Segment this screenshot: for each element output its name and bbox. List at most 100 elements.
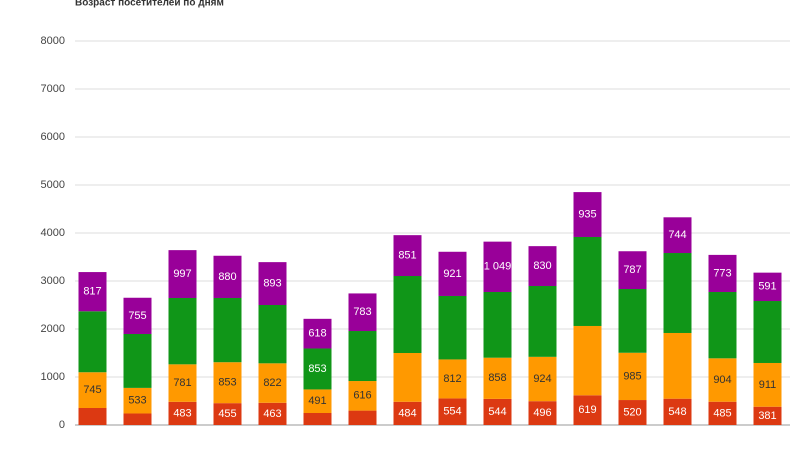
bar-segment xyxy=(393,401,422,425)
bar-segment xyxy=(393,235,422,277)
bar-segment xyxy=(78,372,107,409)
data-label: 548 xyxy=(668,406,686,418)
bar-segment xyxy=(303,318,332,349)
bar-segment xyxy=(528,246,557,286)
data-label: 893 xyxy=(263,277,281,289)
bar-segment xyxy=(78,272,107,312)
bar-segment xyxy=(393,276,422,353)
bar-segment xyxy=(618,352,647,401)
bar-segment xyxy=(618,289,647,353)
data-label: 619 xyxy=(578,404,596,416)
bar-segment xyxy=(663,217,692,254)
bar-segment xyxy=(618,400,647,425)
bar-segment xyxy=(483,357,512,399)
data-label: 591 xyxy=(758,281,776,293)
bar-segment xyxy=(168,401,197,425)
y-tick-label: 3000 xyxy=(41,275,65,287)
data-label: 455 xyxy=(218,408,236,420)
chart-title: Возраст посетителей по дням xyxy=(75,0,224,9)
data-label: 787 xyxy=(623,264,641,276)
bar-segment xyxy=(168,297,197,365)
bar-segment xyxy=(168,250,197,298)
data-label: 485 xyxy=(713,407,731,419)
bar-segment xyxy=(573,395,602,425)
bar-segment xyxy=(753,272,782,302)
bar-segment xyxy=(123,413,152,425)
bar-segment xyxy=(483,398,512,425)
bar-segment xyxy=(483,241,512,292)
data-label: 880 xyxy=(218,271,236,283)
bar-segment xyxy=(258,305,287,364)
bar-segment xyxy=(348,381,377,411)
bar-segment xyxy=(258,363,287,403)
data-label: 853 xyxy=(308,363,326,375)
data-label: 853 xyxy=(218,377,236,389)
bar-segment xyxy=(438,398,467,425)
data-label: 921 xyxy=(443,268,461,280)
bar-segment xyxy=(438,359,467,399)
data-label: 997 xyxy=(173,268,191,280)
bar-segment xyxy=(528,356,557,402)
bar-segment xyxy=(123,297,152,334)
y-tick-label: 4000 xyxy=(41,227,65,239)
data-label: 554 xyxy=(443,406,461,418)
bar-segment xyxy=(573,236,602,326)
bar-segment xyxy=(573,192,602,237)
bar-segment xyxy=(393,353,422,402)
data-label: 491 xyxy=(308,395,326,407)
bar-segment xyxy=(708,358,737,402)
y-tick-label: 6000 xyxy=(41,131,65,143)
y-tick-label: 0 xyxy=(59,419,65,431)
data-label: 483 xyxy=(173,407,191,419)
bar-segment xyxy=(213,297,242,363)
bar-segment xyxy=(753,362,782,407)
data-label: 745 xyxy=(83,384,101,396)
data-label: 463 xyxy=(263,408,281,420)
bar-segment xyxy=(303,348,332,390)
data-label: 781 xyxy=(173,377,191,389)
data-label: 773 xyxy=(713,267,731,279)
bar-segment xyxy=(213,255,242,298)
bar-segment xyxy=(303,413,332,425)
bar-segment xyxy=(168,364,197,402)
data-label: 783 xyxy=(353,306,371,318)
bar-segment xyxy=(348,293,377,332)
bar-segment xyxy=(528,285,557,357)
bar-segment xyxy=(573,325,602,396)
y-tick-label: 7000 xyxy=(41,83,65,95)
bar-segment xyxy=(258,262,287,305)
bar-segment xyxy=(438,295,467,360)
bar-segment xyxy=(528,401,557,425)
bar-segment xyxy=(258,402,287,425)
bar-segment xyxy=(123,333,152,388)
bar-segment xyxy=(78,408,107,425)
data-label: 744 xyxy=(668,229,686,241)
y-tick-label: 1000 xyxy=(41,371,65,383)
data-label: 533 xyxy=(128,395,146,407)
data-label: 904 xyxy=(713,374,731,386)
data-label: 822 xyxy=(263,377,281,389)
bar-segment xyxy=(663,253,692,333)
bar-segment xyxy=(708,401,737,425)
data-label: 618 xyxy=(308,328,326,340)
data-label: 496 xyxy=(533,407,551,419)
data-label: 616 xyxy=(353,390,371,402)
data-label: 985 xyxy=(623,370,641,382)
bar-segment xyxy=(78,311,107,373)
bar-segment xyxy=(618,251,647,290)
data-label: 911 xyxy=(759,379,777,391)
data-label: 544 xyxy=(488,406,506,418)
data-label: 924 xyxy=(533,373,551,385)
data-label: 830 xyxy=(533,260,551,272)
data-label: 484 xyxy=(398,407,416,419)
data-label: 520 xyxy=(623,406,641,418)
bar-segment xyxy=(348,331,377,382)
data-label: 812 xyxy=(443,373,461,385)
data-label: 1 049 xyxy=(484,261,512,273)
bar-segment xyxy=(708,291,737,359)
bar-segment xyxy=(348,410,377,425)
bar-segment xyxy=(303,389,332,413)
y-tick-label: 5000 xyxy=(41,179,65,191)
data-label: 817 xyxy=(83,286,101,298)
data-label: 858 xyxy=(488,372,506,384)
